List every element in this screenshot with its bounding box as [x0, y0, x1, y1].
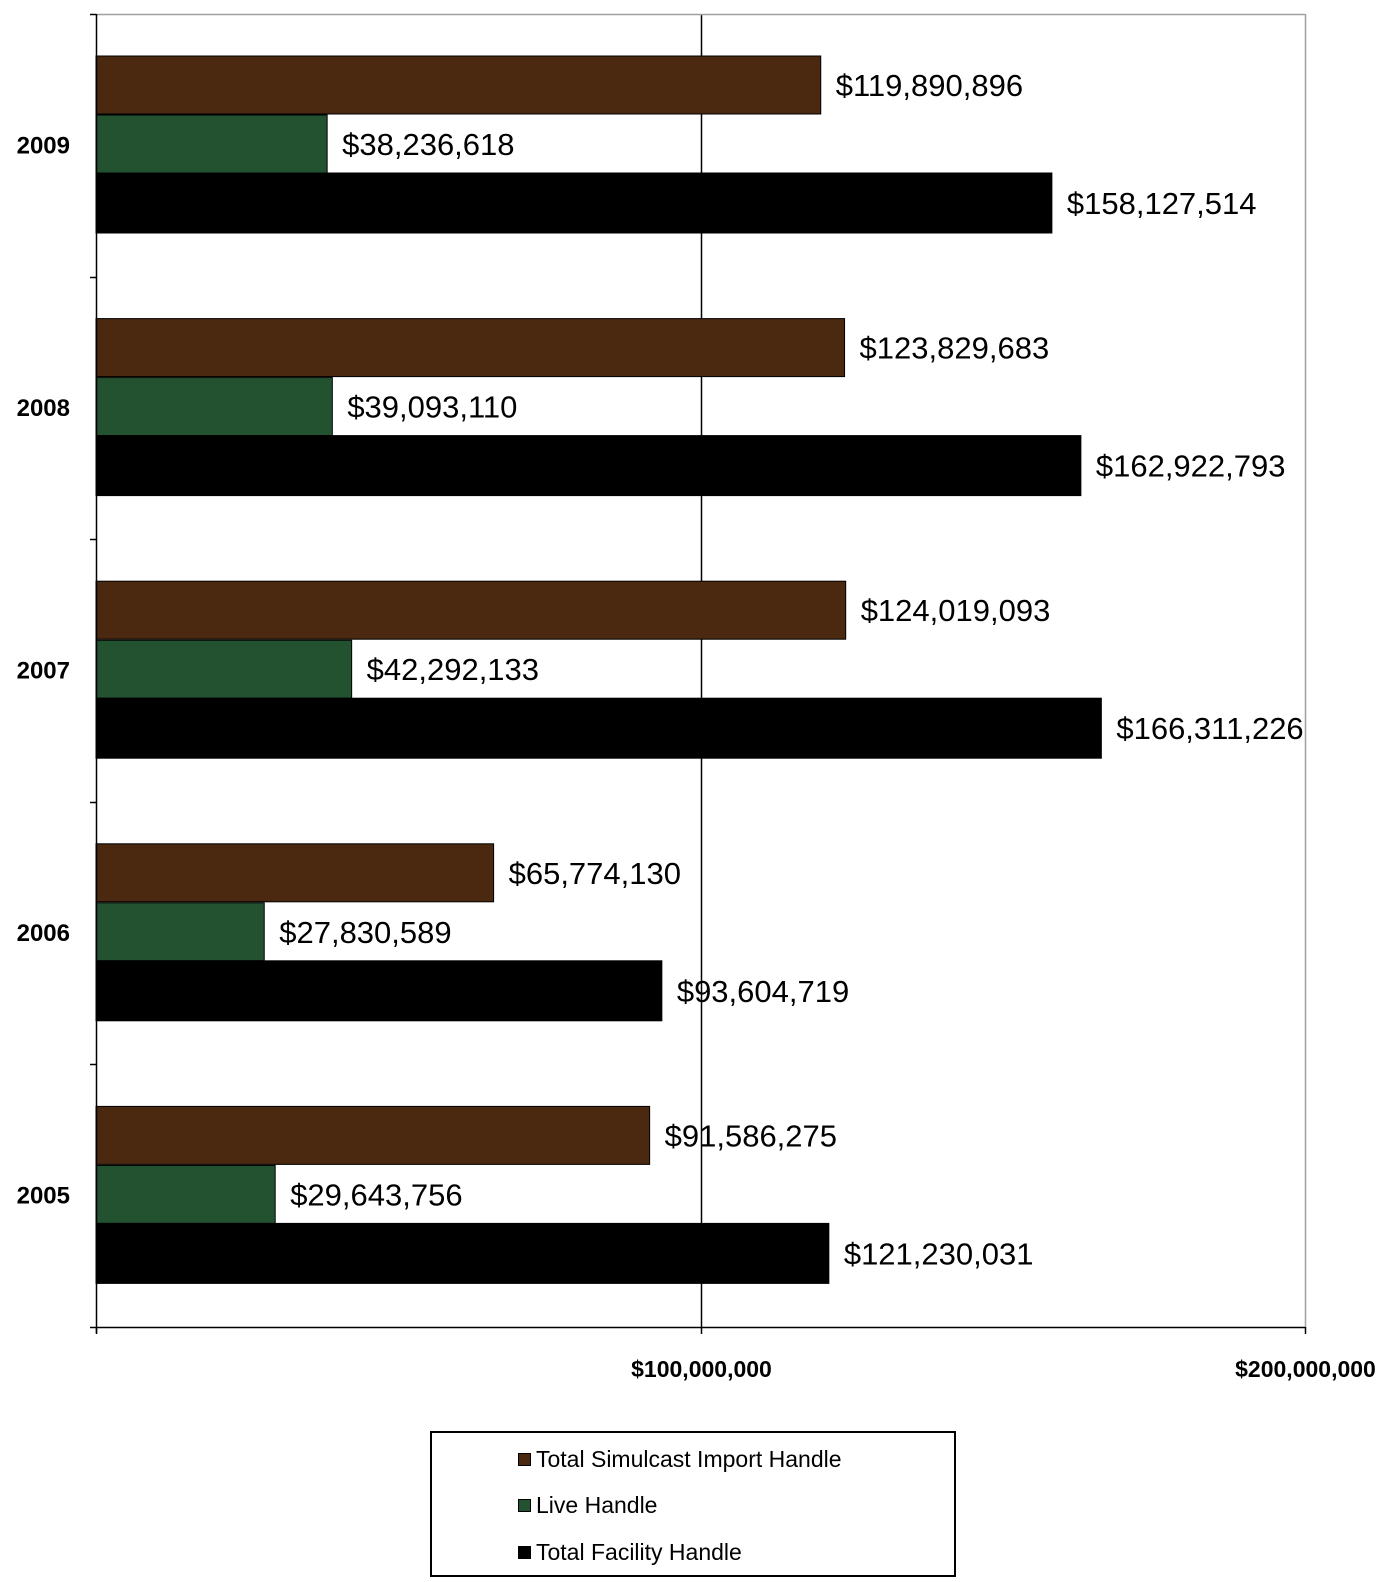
category-label-2007: 2007 [17, 658, 70, 685]
legend-item-total-simulcast-import-handle: Total Simulcast Import Handle [518, 1444, 842, 1474]
bar-total-simulcast-import-handle-2006 [95, 843, 495, 903]
bar-total-simulcast-import-handle-2008 [95, 318, 846, 378]
data-label-total-facility-handle-2006: $93,604,719 [677, 974, 849, 1009]
category-label-2006: 2006 [17, 920, 70, 947]
legend-item-live-handle: Live Handle [518, 1490, 657, 1520]
data-label-live-handle-2008: $39,093,110 [347, 390, 517, 425]
legend-swatch-live-handle [518, 1498, 531, 1512]
bar-live-handle-2006 [95, 902, 265, 962]
bar-live-handle-2007 [95, 639, 353, 699]
legend-item-total-facility-handle: Total Facility Handle [518, 1537, 742, 1567]
legend-swatch-total-simulcast-import-handle [518, 1452, 531, 1466]
data-labels: $119,890,896 $38,236,618 $158,127,514 $123,… [279, 68, 1303, 1271]
axes: 2009 2008 2007 2006 2005 $100,000,000 $200,000… [17, 13, 1376, 1382]
legend-swatch-total-facility-handle [518, 1545, 531, 1559]
category-label-2009: 2009 [17, 132, 70, 159]
bar-live-handle-2005 [95, 1164, 276, 1224]
bar-total-facility-handle-2005 [95, 1222, 830, 1284]
bar-total-facility-handle-2006 [95, 960, 663, 1022]
bar-total-simulcast-import-handle-2009 [95, 55, 822, 115]
category-label-2008: 2008 [17, 395, 70, 422]
bar-live-handle-2008 [95, 377, 333, 437]
bar-total-simulcast-import-handle-2007 [95, 580, 847, 640]
data-label-total-simulcast-import-handle-2008: $123,829,683 [860, 331, 1050, 366]
data-label-live-handle-2007: $42,292,133 [367, 652, 539, 687]
bar-total-simulcast-import-handle-2005 [95, 1105, 651, 1165]
data-label-total-simulcast-import-handle-2009: $119,890,896 [836, 68, 1023, 103]
data-label-total-simulcast-import-handle-2005: $91,586,275 [665, 1118, 837, 1153]
x-tick-label-1: $100,000,000 [631, 1356, 772, 1382]
data-label-live-handle-2005: $29,643,756 [290, 1177, 462, 1212]
data-label-live-handle-2009: $38,236,618 [342, 127, 514, 162]
category-label-2005: 2005 [17, 1183, 70, 1210]
data-label-total-facility-handle-2009: $158,127,514 [1067, 186, 1257, 221]
bar-chart-plot: 2009 2008 2007 2006 2005 $100,000,000 $200,000… [17, 13, 1376, 1382]
data-label-total-simulcast-import-handle-2007: $124,019,093 [861, 593, 1051, 628]
data-label-total-facility-handle-2008: $162,922,793 [1096, 449, 1286, 484]
bars [95, 55, 1102, 1284]
bar-total-facility-handle-2008 [95, 435, 1082, 497]
data-label-total-simulcast-import-handle-2006: $65,774,130 [509, 856, 681, 891]
bar-total-facility-handle-2007 [95, 697, 1102, 759]
legend-label-total-facility-handle: Total Facility Handle [536, 1538, 742, 1565]
bar-live-handle-2009 [95, 114, 328, 174]
legend-label-total-simulcast-import-handle: Total Simulcast Import Handle [536, 1445, 842, 1472]
data-label-live-handle-2006: $27,830,589 [279, 915, 451, 950]
bar-total-facility-handle-2009 [95, 172, 1053, 234]
data-label-total-facility-handle-2005: $121,230,031 [844, 1236, 1034, 1271]
data-label-total-facility-handle-2007: $166,311,226 [1116, 711, 1303, 746]
x-tick-label-2: $200,000,000 [1235, 1356, 1376, 1382]
legend: Total Simulcast Import Handle Live Handl… [430, 1431, 956, 1577]
legend-label-live-handle: Live Handle [536, 1491, 658, 1518]
